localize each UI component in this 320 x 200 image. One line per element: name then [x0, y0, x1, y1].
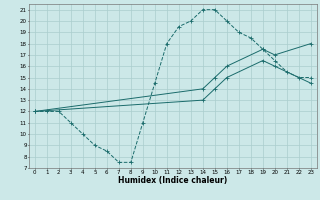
X-axis label: Humidex (Indice chaleur): Humidex (Indice chaleur) [118, 176, 228, 185]
